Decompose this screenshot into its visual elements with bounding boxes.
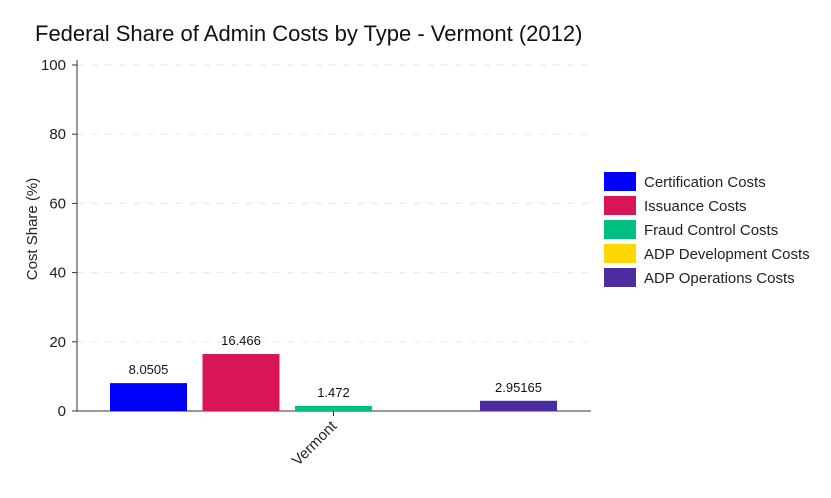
bars [110,354,557,411]
data-label: 2.95165 [495,380,542,395]
chart-title: Federal Share of Admin Costs by Type - V… [35,21,582,46]
y-tick-label: 80 [49,126,66,143]
data-label: 16.466 [221,333,261,348]
bar-issuance-costs [202,354,280,411]
y-tick-label: 20 [49,334,66,351]
y-tick-label: 0 [58,403,66,420]
data-labels: 8.0505 16.466 1.472 2.95165 [129,333,542,400]
legend-swatch [604,244,636,263]
data-label: 8.0505 [129,362,169,377]
bar-adp-operations-costs [480,400,557,411]
legend-swatch [604,196,636,215]
legend-label: Issuance Costs [644,198,747,215]
legend-label: Fraud Control Costs [644,222,778,239]
gridlines [77,64,591,343]
legend-swatch [604,172,636,191]
x-tick-label: Vermont [289,417,341,469]
legend-label: Certification Costs [644,174,766,191]
y-axis-title: Cost Share (%) [24,178,41,281]
legend-label: ADP Development Costs [644,246,810,263]
bar-fraud-control-costs [295,405,372,411]
y-tick-label: 100 [41,57,66,74]
legend-swatch [604,268,636,287]
bar-certification-costs [110,383,187,411]
legend-label: ADP Operations Costs [644,270,795,287]
data-label: 1.472 [317,385,350,400]
legend-swatch [604,220,636,239]
y-tick-label: 40 [49,265,66,282]
y-tick-label: 60 [49,195,66,212]
legend: Certification Costs Issuance Costs Fraud C… [604,172,810,287]
